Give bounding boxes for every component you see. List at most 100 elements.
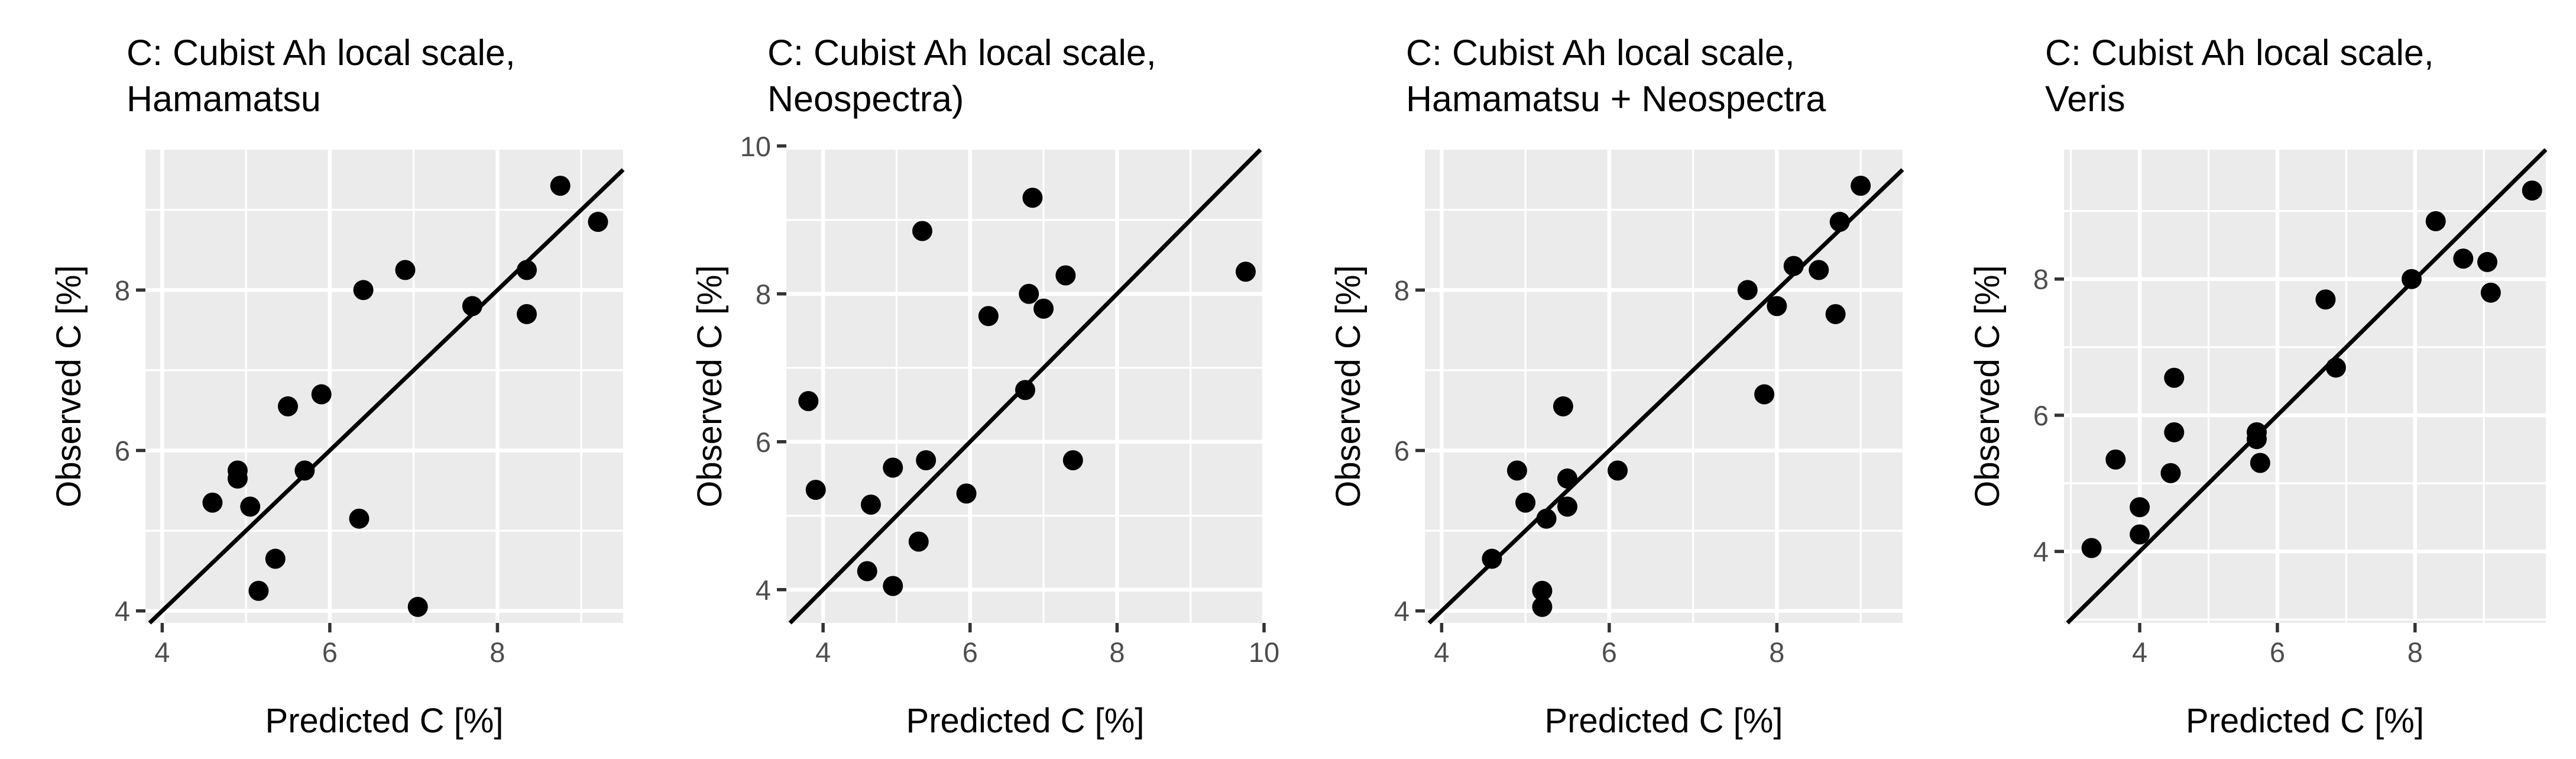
data-point <box>277 396 298 416</box>
chart-panel-1: 4 6 8 4 6 8 C: Cubist Ah local scale, Hamamatsu… <box>50 33 625 740</box>
chart-title-line-2: Veris <box>2045 79 2125 119</box>
chart-title-line-2: Hamamatsu <box>127 79 321 119</box>
data-point <box>883 576 903 596</box>
data-point <box>550 176 571 196</box>
x-axis-title: Predicted C [%] <box>2186 702 2424 740</box>
data-point <box>1019 283 1039 304</box>
data-point <box>1532 580 1553 601</box>
data-point <box>2425 211 2446 231</box>
data-point <box>1825 303 1846 324</box>
y-axis-title: Observed C [%] <box>1329 265 1368 507</box>
data-point <box>1767 296 1787 316</box>
data-point <box>1515 492 1536 513</box>
chart-panel-3: 4 6 8 4 6 8 C: Cubist Ah local scale, Hamamatsu… <box>1329 33 1904 740</box>
y-tick-label: 4 <box>756 574 771 606</box>
chart-title-line-2: Hamamatsu + Neospectra <box>1406 79 1826 119</box>
y-tick-label: 8 <box>756 279 771 310</box>
data-point <box>2250 453 2270 473</box>
data-point <box>2105 449 2126 470</box>
y-tick-label: 6 <box>756 427 771 458</box>
y-tick-label: 4 <box>115 596 130 627</box>
data-point <box>407 596 428 617</box>
y-tick-label: 8 <box>2033 264 2049 295</box>
x-axis-title: Predicted C [%] <box>906 702 1145 740</box>
data-point <box>294 460 315 481</box>
data-point <box>2160 463 2181 483</box>
data-point <box>2130 524 2150 545</box>
y-tick-label: 8 <box>1394 274 1409 306</box>
data-point <box>883 457 903 478</box>
data-point <box>798 391 819 411</box>
data-point <box>1482 548 1502 569</box>
plot-background <box>145 150 623 623</box>
data-point <box>462 296 482 316</box>
data-point <box>2247 429 2267 450</box>
data-point <box>311 384 332 405</box>
data-point <box>2401 269 2422 289</box>
data-point <box>1754 384 1775 405</box>
data-point <box>2480 282 2501 303</box>
data-point <box>588 212 608 232</box>
data-point <box>2081 538 2102 558</box>
data-point <box>1055 265 1076 286</box>
data-point <box>1506 460 1527 481</box>
data-point <box>2325 357 2346 378</box>
y-tick-label: 8 <box>115 274 130 306</box>
y-tick-label: 6 <box>2033 400 2049 431</box>
data-point <box>516 260 537 280</box>
chart-title-line-2: Neospectra) <box>767 79 964 119</box>
data-point <box>2522 180 2542 201</box>
data-point <box>2315 289 2336 310</box>
data-point <box>353 280 374 301</box>
data-point <box>978 306 999 327</box>
chart-panel-4: 4 6 8 4 6 8 C: Cubist Ah local scale, Veris Pred… <box>1968 33 2548 740</box>
data-point <box>2130 497 2150 518</box>
chart-title-line-1: C: Cubist Ah local scale, <box>1406 33 1795 73</box>
data-point <box>1022 188 1043 208</box>
x-tick-label: 10 <box>1249 637 1279 668</box>
data-point <box>248 580 269 601</box>
data-point <box>1737 280 1758 301</box>
data-point <box>912 221 932 241</box>
x-tick-label: 6 <box>1602 637 1617 668</box>
data-point <box>1015 380 1035 401</box>
data-point <box>2453 248 2474 269</box>
data-point <box>240 496 261 517</box>
y-tick-label: 4 <box>2033 536 2049 567</box>
y-tick-label: 10 <box>740 131 771 162</box>
data-point <box>1608 460 1628 481</box>
data-point <box>857 561 877 582</box>
data-point <box>1783 256 1804 276</box>
data-point <box>349 508 370 529</box>
data-point <box>1557 468 1577 489</box>
x-tick-label: 6 <box>963 637 978 668</box>
data-point <box>202 492 223 513</box>
data-point <box>956 483 977 504</box>
y-tick-label: 6 <box>115 435 130 466</box>
x-tick-label: 6 <box>2270 637 2285 668</box>
x-tick-label: 8 <box>490 637 505 668</box>
data-point <box>1553 396 1573 416</box>
chart-panel-2: 4 6 8 10 4 6 8 10 C: Cubist Ah local scale, Neosp… <box>691 33 1279 740</box>
y-axis-title: Observed C [%] <box>691 265 729 507</box>
x-tick-label: 8 <box>2407 637 2423 668</box>
data-point <box>805 480 826 500</box>
data-point <box>916 450 937 470</box>
x-tick-label: 8 <box>1109 637 1125 668</box>
x-tick-label: 8 <box>1769 637 1784 668</box>
data-point <box>2477 251 2498 272</box>
y-axis-title: Observed C [%] <box>1968 265 2007 507</box>
x-tick-label: 4 <box>815 637 831 668</box>
reference-line-1to1 <box>148 168 625 625</box>
chart-title-line-1: C: Cubist Ah local scale, <box>127 33 516 73</box>
reference-line-1to1 <box>1427 168 1904 625</box>
x-tick-label: 4 <box>154 637 170 668</box>
reference-line-1to1 <box>2066 148 2548 625</box>
x-axis-title: Predicted C [%] <box>265 702 504 740</box>
y-tick-label: 4 <box>1394 596 1409 627</box>
chart-title-line-1: C: Cubist Ah local scale, <box>2045 33 2434 73</box>
data-point <box>2164 422 2185 443</box>
chart-title-line-1: C: Cubist Ah local scale, <box>767 33 1156 73</box>
data-point <box>265 548 286 569</box>
